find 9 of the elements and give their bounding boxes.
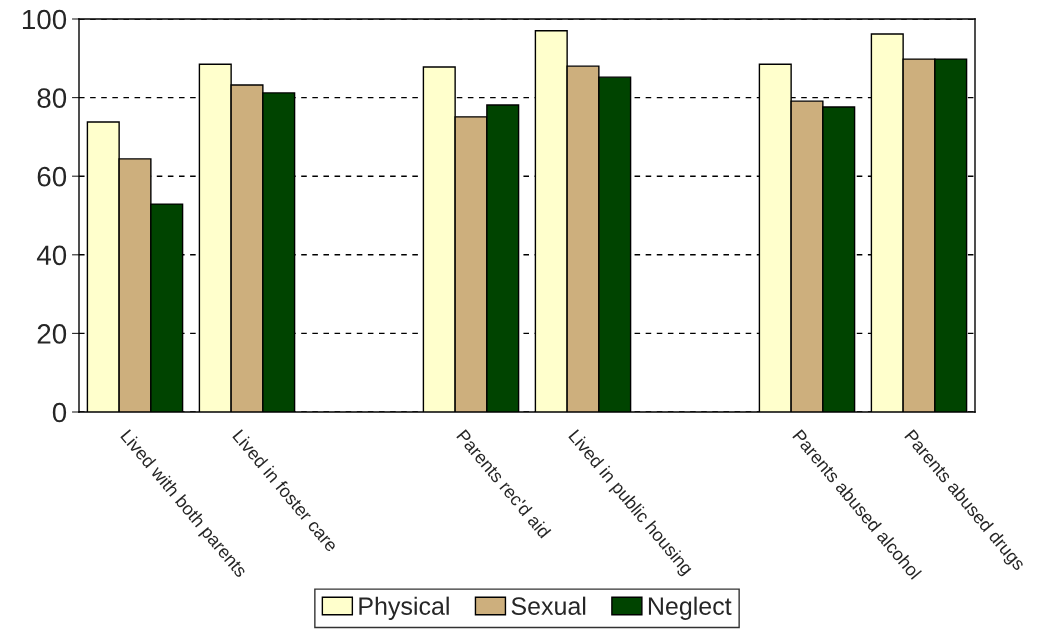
y-tick-label: 80 bbox=[37, 88, 67, 108]
y-tick-label: 40 bbox=[36, 245, 67, 266]
y-tick-label: 0 bbox=[52, 402, 67, 423]
legend-label: Sexual bbox=[511, 596, 586, 615]
y-tick-label: 20 bbox=[37, 324, 67, 344]
legend-label: Physical bbox=[359, 596, 449, 620]
y-tick-label: 60 bbox=[37, 166, 67, 187]
y-tick-label: 100 bbox=[22, 9, 67, 30]
legend-label: Neglect bbox=[648, 596, 732, 620]
